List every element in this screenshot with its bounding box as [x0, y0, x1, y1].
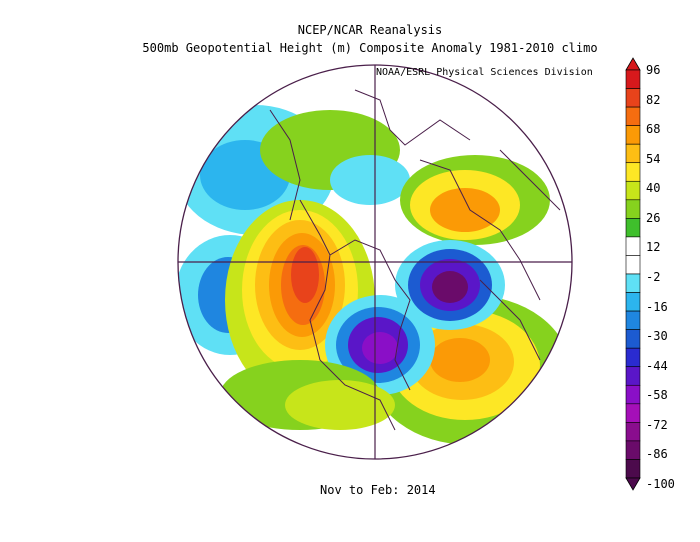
colorbar-label: -58	[646, 388, 668, 403]
colorbar-label: 40	[646, 181, 661, 196]
colorbar-swatch	[625, 273, 641, 293]
colorbar-swatch	[625, 329, 641, 349]
colorbar-swatch	[625, 218, 641, 238]
colorbar-label: -44	[646, 358, 668, 373]
colorbar-swatch	[625, 69, 641, 89]
colorbar-swatch	[625, 384, 641, 405]
map-grid	[178, 65, 572, 459]
map-boundary	[177, 64, 573, 460]
colorbar-swatch	[625, 366, 641, 386]
coastlines	[269, 89, 561, 431]
colorbar-label: 12	[646, 240, 661, 255]
colorbar-swatch	[625, 459, 641, 479]
colorbar-label: 26	[646, 210, 661, 225]
colorbar-bottom-arrow	[625, 477, 641, 491]
colorbar-swatch	[625, 143, 641, 164]
colorbar-swatch	[625, 403, 641, 423]
colorbar-label: -2	[646, 270, 661, 284]
colorbar-label: -86	[646, 447, 668, 462]
colorbar-swatch	[625, 440, 641, 460]
chart-title: NCEP/NCAR Reanalysis	[297, 23, 443, 37]
colorbar-label: -100	[646, 477, 675, 491]
colorbar-label: 82	[646, 92, 661, 107]
colorbar-swatch	[625, 236, 641, 256]
colorbar-label: 68	[646, 122, 661, 137]
period-label: Nov to Feb: 2014	[320, 483, 436, 497]
colorbar-swatch	[625, 125, 641, 145]
colorbar-swatch	[625, 310, 641, 330]
colorbar-label: -72	[646, 417, 668, 432]
colorbar-swatch	[625, 199, 641, 219]
colorbar-swatch	[625, 106, 641, 126]
colorbar-swatch	[625, 255, 641, 275]
colorbar-label: 54	[646, 151, 661, 166]
colorbar-swatch	[625, 347, 641, 368]
colorbar-swatch	[625, 88, 641, 108]
colorbar-top-arrow	[625, 57, 641, 71]
colorbar-label: -16	[646, 299, 668, 314]
colorbar-swatch	[625, 422, 641, 442]
colorbar-swatch	[625, 180, 641, 201]
chart-subtitle: 500mb Geopotential Height (m) Composite …	[142, 41, 598, 55]
colorbar-swatch	[625, 292, 641, 312]
colorbar-label: 96	[646, 63, 661, 77]
colorbar-swatch	[625, 162, 641, 182]
colorbar-label: -30	[646, 329, 668, 344]
credit-text: NOAA/ESRL Physical Sciences Division	[376, 67, 593, 78]
